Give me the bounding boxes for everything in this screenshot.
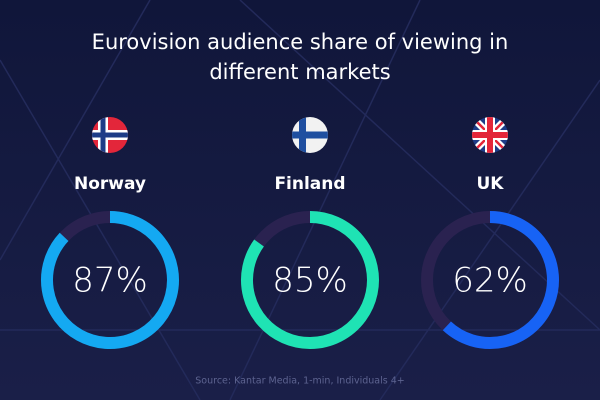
donut-arc — [41, 211, 179, 349]
value-label: 85% — [272, 261, 348, 301]
flag-norway — [92, 117, 128, 153]
value-label: 87% — [72, 261, 148, 301]
category-label: Norway — [74, 174, 146, 194]
value-label: 62% — [452, 261, 528, 301]
source-note: Source: Kantar Media, 1-min, Individuals… — [195, 376, 404, 387]
flag-uk — [472, 117, 508, 153]
category-label: Finland — [274, 174, 345, 194]
category-label: UK — [477, 174, 505, 194]
flag-finland — [292, 117, 328, 153]
chart-title: Eurovision audience share of viewing in d… — [92, 30, 509, 84]
donut-arc — [442, 211, 559, 349]
donut-arc — [241, 211, 379, 349]
